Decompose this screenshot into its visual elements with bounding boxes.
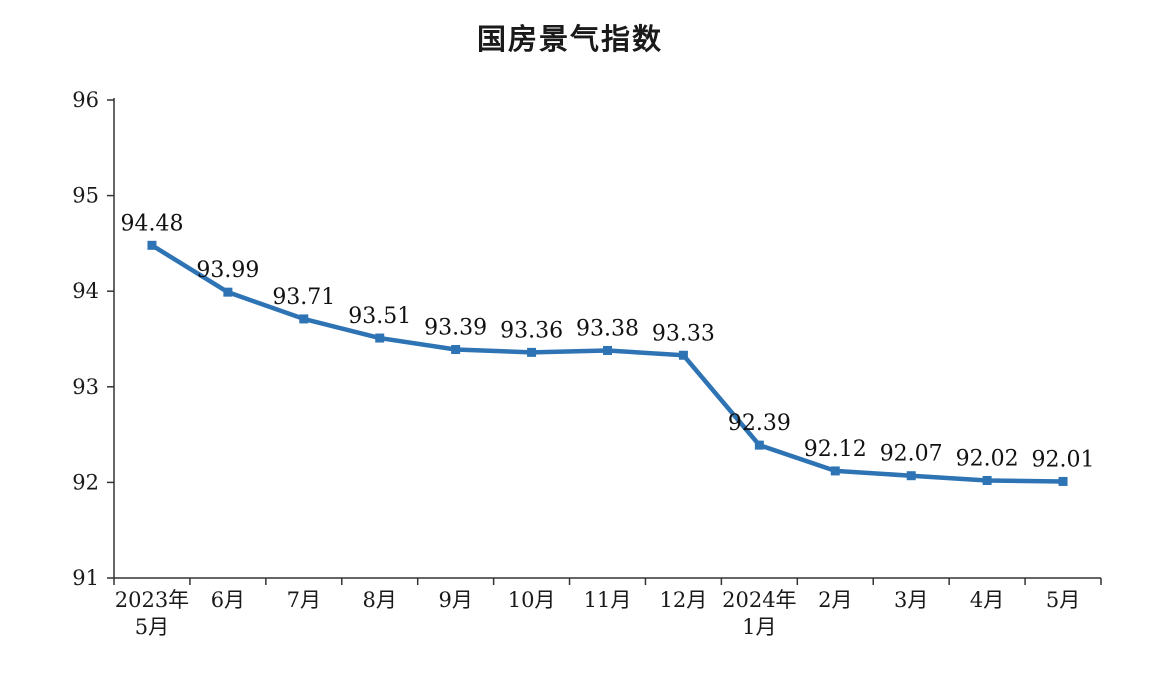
data-point-marker (147, 240, 157, 250)
data-point-label: 93.33 (652, 321, 715, 346)
data-point-marker (906, 471, 916, 481)
data-point-marker (299, 314, 309, 324)
y-tick-label: 91 (72, 566, 99, 590)
x-tick-label: 9月 (438, 588, 472, 612)
data-point-marker (830, 466, 840, 476)
data-point-marker (527, 347, 537, 357)
x-tick-label: 7月 (287, 588, 321, 612)
data-point-label: 93.39 (424, 316, 487, 341)
y-tick-label: 92 (72, 470, 99, 494)
data-point-marker (754, 440, 764, 450)
y-tick-label: 95 (72, 184, 99, 208)
x-tick-label: 6月 (211, 588, 245, 612)
data-point-marker (678, 350, 688, 360)
data-point-label: 93.38 (576, 316, 639, 341)
x-tick-label: 11月 (584, 588, 632, 612)
x-tick-label: 12月 (660, 588, 708, 612)
chart-title: 国房景气指数 (476, 22, 663, 56)
data-point-label: 92.01 (1032, 447, 1095, 472)
data-point-marker (223, 287, 233, 297)
data-point-label: 93.51 (348, 304, 411, 329)
data-point-label: 92.02 (956, 446, 1019, 471)
x-tick-label: 2024年 1月 (722, 588, 796, 639)
y-tick-label: 93 (72, 375, 99, 399)
data-point-label: 93.71 (272, 285, 335, 310)
y-tick-label: 94 (72, 279, 99, 303)
data-point-marker (603, 345, 612, 355)
x-tick-label: 10月 (508, 588, 556, 612)
data-point-label: 94.48 (120, 211, 183, 236)
x-tick-label: 8月 (363, 588, 397, 612)
x-tick-label: 5月 (1046, 588, 1080, 612)
data-point-marker (1058, 476, 1068, 486)
x-tick-label: 3月 (894, 588, 928, 612)
x-tick-label: 4月 (970, 588, 1004, 612)
data-point-marker (451, 345, 461, 355)
y-tick-label: 96 (72, 88, 99, 112)
data-point-label: 93.99 (196, 258, 259, 283)
x-tick-label: 2月 (818, 588, 852, 612)
data-point-label: 92.07 (880, 442, 943, 467)
x-tick-label: 2023年 5月 (115, 588, 189, 639)
data-point-marker (375, 333, 385, 343)
data-point-label: 92.12 (804, 437, 867, 462)
data-point-label: 92.39 (728, 411, 791, 436)
data-point-marker (982, 475, 992, 485)
data-point-label: 93.36 (500, 318, 563, 343)
